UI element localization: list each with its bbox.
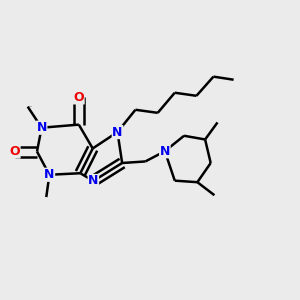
Text: N: N [88,175,98,188]
Text: N: N [160,145,170,158]
Text: N: N [112,125,123,139]
Text: O: O [74,91,84,104]
Text: O: O [9,145,20,158]
Text: N: N [44,168,55,181]
Text: N: N [37,121,47,134]
Text: methyl: methyl [28,105,33,107]
